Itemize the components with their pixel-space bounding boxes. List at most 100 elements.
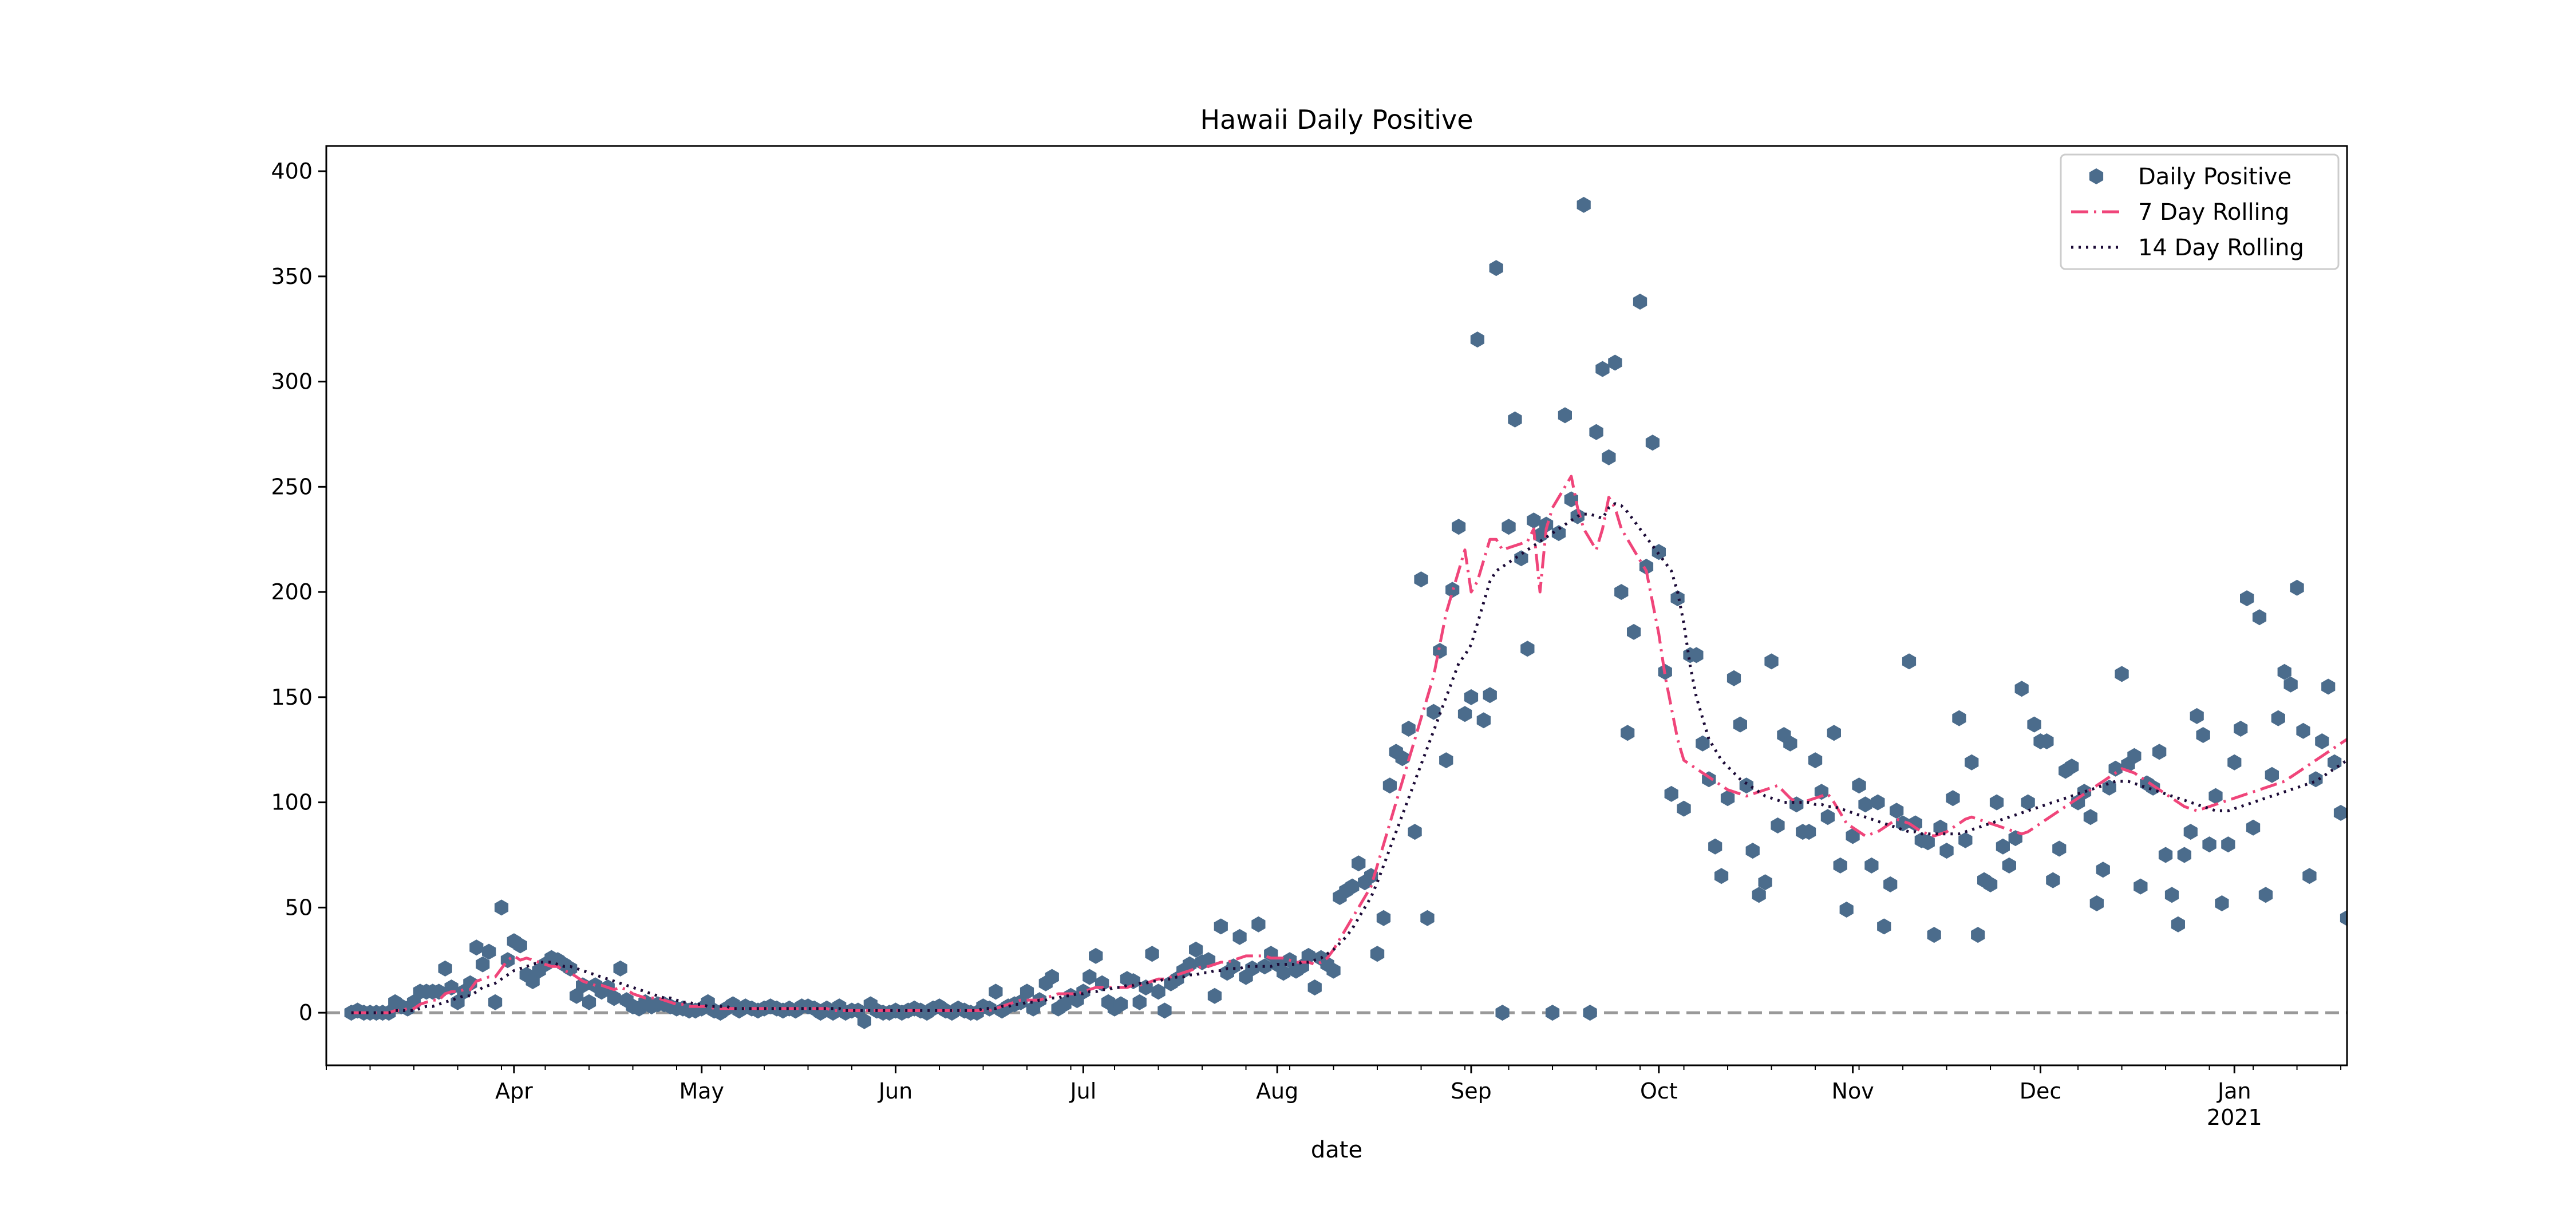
data-point — [1670, 590, 1685, 607]
data-point — [1483, 687, 1497, 704]
data-point — [1527, 512, 1541, 529]
data-point — [1045, 969, 1059, 985]
data-point — [1952, 710, 1966, 726]
y-tick-label: 0 — [299, 1000, 313, 1025]
data-point — [2177, 847, 2191, 863]
data-point — [2108, 760, 2123, 777]
data-point — [1820, 809, 1835, 825]
data-point — [2040, 733, 2054, 749]
data-point — [2065, 758, 2079, 775]
data-point — [2152, 744, 2167, 760]
data-point — [1382, 777, 1397, 794]
data-point — [1714, 868, 1729, 884]
data-point — [2215, 895, 2229, 911]
x-axis-label: date — [1311, 1137, 1362, 1163]
data-point — [1608, 354, 1622, 371]
x-tick-label: Jun — [878, 1078, 912, 1104]
data-point — [1846, 828, 1860, 844]
data-point — [1752, 887, 1766, 903]
y-tick-label: 250 — [271, 474, 313, 499]
data-point — [2333, 805, 2347, 821]
data-point — [2096, 862, 2110, 878]
data-point — [1277, 965, 1291, 981]
data-point — [2315, 733, 2329, 749]
data-point — [2115, 666, 2129, 682]
data-point — [2246, 819, 2261, 836]
data-point — [2265, 767, 2279, 783]
data-point — [2089, 895, 2104, 911]
data-point — [469, 939, 484, 956]
legend-label: Daily Positive — [2138, 164, 2291, 190]
data-point — [494, 899, 509, 916]
data-point — [1189, 941, 1203, 958]
data-point — [1589, 424, 1603, 440]
data-point — [476, 956, 490, 973]
data-point — [1708, 838, 1722, 855]
data-point — [1251, 916, 1266, 933]
data-point — [2134, 878, 2148, 895]
x-tick-label: Nov — [1832, 1078, 1874, 1104]
data-point — [2296, 722, 2310, 739]
data-point — [1877, 918, 1891, 935]
data-point — [1595, 361, 1610, 377]
data-point — [1326, 962, 1341, 979]
y-tick-label: 300 — [271, 369, 313, 394]
data-point — [2196, 727, 2210, 743]
data-point — [1965, 754, 1979, 771]
data-point — [1921, 834, 1935, 851]
data-point — [1883, 876, 1898, 892]
data-point — [1020, 983, 1034, 1000]
legend-marker — [2089, 168, 2104, 184]
data-point — [1908, 815, 1922, 832]
data-point — [1996, 838, 2010, 855]
data-point — [1089, 947, 1103, 964]
data-point — [1113, 996, 1128, 1013]
data-point — [2021, 794, 2035, 811]
data-point — [2027, 716, 2041, 733]
x-tick-label: Dec — [2020, 1078, 2062, 1104]
data-point — [513, 937, 527, 954]
data-point — [1452, 519, 1466, 535]
chart-title: Hawaii Daily Positive — [1200, 104, 1473, 135]
x-tick-year-label: 2021 — [2207, 1105, 2262, 1130]
data-point — [857, 1013, 871, 1029]
data-point — [438, 960, 452, 977]
data-point — [2252, 609, 2267, 626]
y-tick-label: 150 — [271, 685, 313, 710]
data-point — [1971, 927, 1985, 943]
y-tick-label: 100 — [271, 790, 313, 815]
data-point — [2290, 579, 2304, 596]
data-point — [2258, 887, 2273, 903]
data-point — [2227, 754, 2242, 771]
data-point — [1427, 704, 1441, 720]
legend-label: 7 Day Rolling — [2138, 199, 2289, 226]
data-point — [2271, 710, 2285, 726]
data-point — [1890, 803, 1904, 819]
y-tick-label: 50 — [285, 895, 313, 920]
x-tick-label: Aug — [1256, 1078, 1298, 1104]
data-point — [582, 994, 596, 1010]
data-point — [526, 973, 540, 989]
data-point — [1726, 670, 1741, 686]
data-point — [1414, 571, 1428, 588]
y-tick-label: 350 — [271, 264, 313, 289]
data-point — [1445, 582, 1460, 598]
data-point — [1689, 647, 1704, 663]
data-point — [1470, 331, 1484, 348]
data-point — [1476, 712, 1491, 729]
x-tick-label: Oct — [1640, 1078, 1678, 1104]
data-point — [1621, 725, 1635, 741]
data-point — [1664, 785, 1678, 802]
data-point — [1408, 824, 1422, 840]
data-point — [2277, 663, 2291, 680]
data-point — [1370, 946, 1385, 962]
x-tick-label: Jan — [2217, 1078, 2251, 1104]
data-point — [1520, 641, 1535, 657]
data-point — [1764, 653, 1779, 670]
data-point — [2164, 887, 2179, 903]
data-point — [1946, 790, 1960, 807]
data-point — [482, 943, 496, 960]
data-point — [2171, 916, 2185, 933]
data-point — [1677, 800, 1691, 817]
